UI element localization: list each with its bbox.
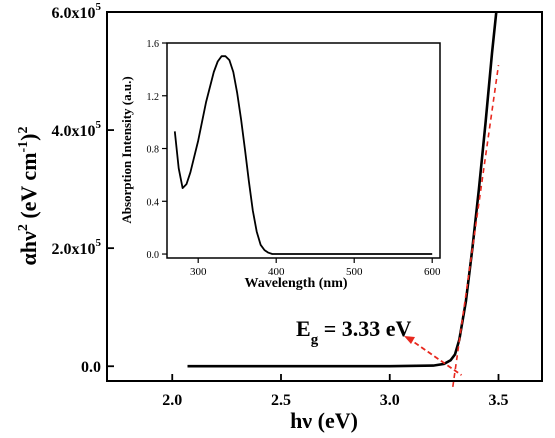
inset-x-ticks: 300 400 500 600: [190, 258, 441, 278]
inset-y-tick-label: 1.2: [147, 92, 160, 103]
y-label-sup2: -1: [16, 141, 31, 153]
main-y-tick-base: 0.0: [81, 359, 101, 376]
main-x-tick-label: 3.5: [489, 392, 509, 409]
tangent-fit-line: [452, 64, 500, 388]
main-x-axis-label: hν (eV): [290, 408, 358, 433]
main-x-tick-label: 3.0: [380, 392, 400, 409]
inset-x-tick-label: 400: [268, 266, 285, 278]
band-gap-label: Eg = 3.33 eV: [296, 316, 411, 348]
band-gap-arrowhead: [404, 336, 415, 344]
main-y-tick-exponent: 5: [96, 119, 102, 131]
inset-x-axis-label: Wavelength (nm): [244, 276, 347, 291]
inset-plot-frame: [166, 42, 441, 259]
inset-y-axis-label: Absorption Intensity (a.u.): [119, 76, 134, 223]
main-y-tick-exponent: 5: [96, 237, 102, 249]
main-y-tick-label: 6.0x105: [52, 1, 102, 22]
main-y-tick-base: 2.0x10: [52, 241, 96, 258]
band-gap-subscript: g: [311, 332, 319, 348]
tauc-curve: [187, 11, 498, 368]
absorption-spectrum-curve: [173, 55, 433, 255]
y-label-sup3: 2: [16, 126, 31, 133]
main-x-tick-label: 2.5: [271, 392, 291, 409]
inset-y-ticks: 0.0 0.4 0.8 1.2 1.6: [147, 39, 167, 261]
inset-series-group: [173, 55, 433, 255]
main-x-tick-label: 2.0: [162, 392, 182, 409]
band-gap-value: = 3.33 eV: [318, 316, 411, 341]
y-label-mid: (eV cm: [16, 152, 41, 224]
main-y-tick-base: 6.0x10: [52, 5, 96, 22]
inset-y-tick-label: 0.8: [147, 145, 160, 156]
main-x-ticks: 2.0 2.5 3.0 3.5: [162, 374, 509, 409]
inset-y-tick-label: 0.0: [147, 250, 160, 261]
y-label-end: ): [16, 133, 41, 140]
main-y-tick-label: 2.0x105: [52, 237, 102, 258]
band-gap-symbol: E: [296, 316, 311, 341]
main-y-tick-label: 0.0: [81, 359, 101, 376]
inset-x-tick-label: 600: [424, 266, 441, 278]
main-plot-frame: [106, 11, 543, 382]
inset-y-tick-label: 0.4: [147, 197, 160, 208]
inset-y-tick-label: 1.6: [147, 39, 160, 50]
band-gap-annotation: Eg = 3.33 eV: [296, 316, 463, 376]
inset-plot: 300 400 500 600 0.0 0.4 0.8 1.2 1.6 Wavelength …: [119, 39, 441, 291]
y-label-sup1: 2: [16, 224, 31, 231]
main-y-tick-label: 4.0x105: [52, 119, 102, 140]
band-gap-arrow: [407, 337, 463, 376]
inset-x-tick-label: 300: [190, 266, 207, 278]
main-y-axis-label: αhν2 (eV cm-1)2: [16, 126, 41, 265]
main-y-tick-base: 4.0x10: [52, 123, 96, 140]
main-series-group: [187, 11, 500, 388]
inset-x-tick-label: 500: [346, 266, 363, 278]
main-y-tick-exponent: 5: [96, 1, 102, 13]
y-label-main: αhν: [16, 231, 41, 266]
